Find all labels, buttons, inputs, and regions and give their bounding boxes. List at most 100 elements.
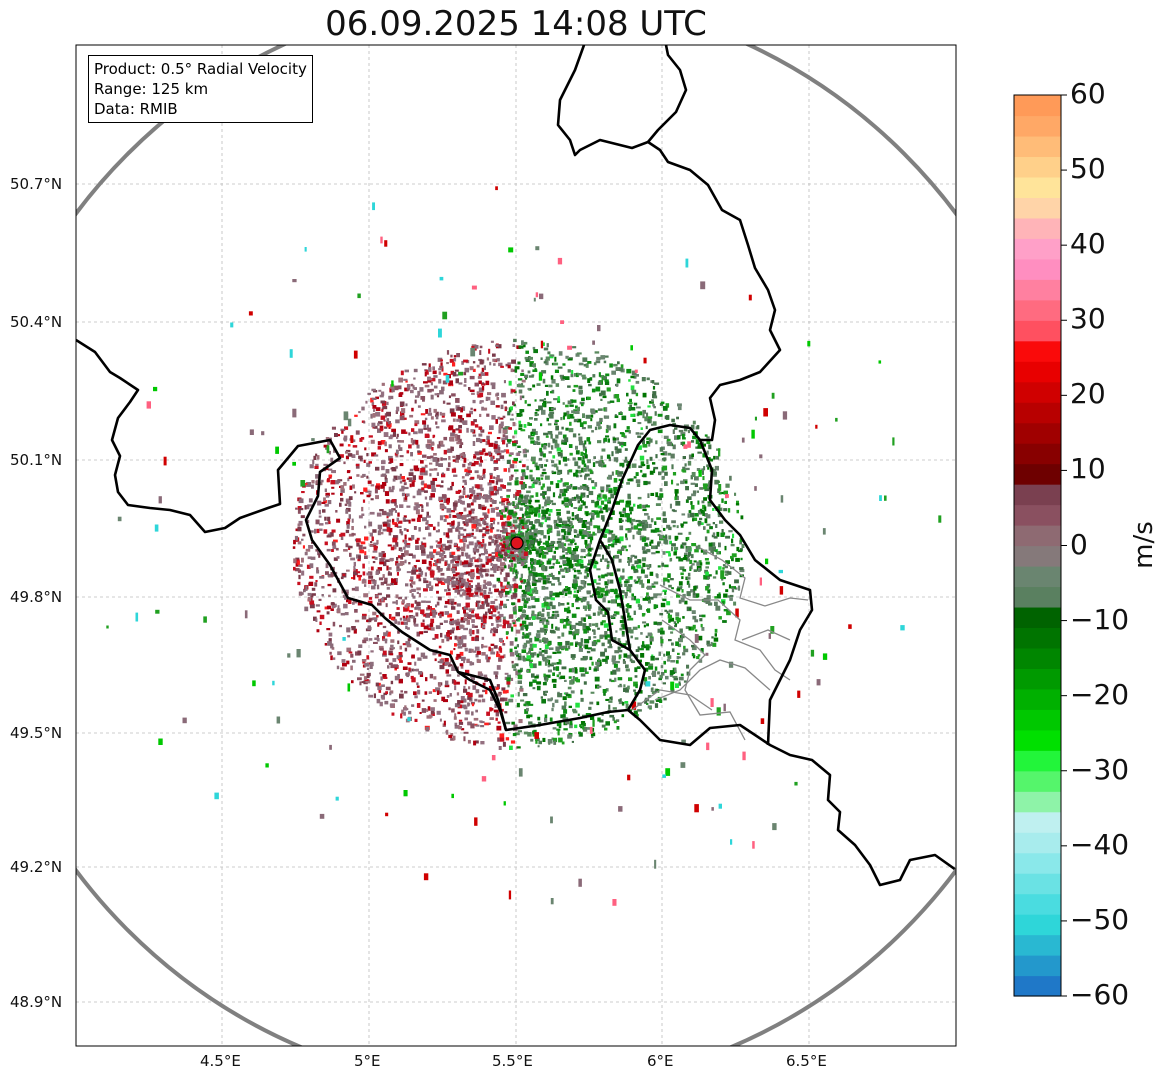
echo-pixel (604, 727, 608, 731)
echo-pixel (544, 518, 547, 523)
echo-pixel (654, 382, 660, 385)
echo-pixel (633, 570, 639, 573)
echo-pixel (426, 511, 429, 517)
echo-pixel (532, 583, 537, 586)
echo-pixel (584, 639, 590, 644)
echo-pixel (702, 453, 707, 458)
echo-pixel (477, 582, 480, 588)
echo-pixel (353, 566, 356, 569)
echo-pixel (498, 535, 501, 539)
echo-pixel (468, 387, 471, 391)
echo-pixel (474, 345, 479, 349)
echo-pixel (450, 354, 453, 358)
echo-pixel (384, 441, 387, 447)
echo-pixel (528, 505, 533, 508)
echo-pixel (575, 622, 579, 626)
echo-pixel (521, 469, 526, 473)
echo-pixel (503, 400, 507, 404)
echo-pixel (547, 669, 552, 673)
echo-pixel (479, 392, 484, 398)
echo-pixel (333, 557, 338, 561)
echo-pixel (584, 505, 588, 509)
echo-pixel (699, 522, 704, 525)
echo-pixel (469, 661, 473, 666)
echo-pixel (486, 602, 490, 607)
echo-pixel (450, 370, 454, 375)
echo-pixel (510, 677, 514, 681)
echo-pixel (458, 726, 462, 730)
echo-pixel (655, 657, 659, 661)
echo-pixel (650, 492, 655, 496)
echo-pixel (301, 491, 305, 494)
echo-pixel (471, 344, 477, 348)
echo-pixel (515, 629, 521, 634)
echo-pixel (633, 689, 636, 692)
echo-pixel (544, 637, 548, 643)
echo-pixel (309, 530, 314, 533)
echo-pixel (715, 570, 718, 575)
echo-pixel (628, 677, 633, 682)
echo-pixel (528, 512, 531, 515)
echo-pixel (600, 486, 605, 491)
echo-pixel (607, 634, 611, 638)
echo-pixel (409, 414, 414, 418)
echo-pixel (557, 469, 563, 475)
echo-pixel (392, 431, 396, 437)
echo-pixel (657, 593, 662, 596)
echo-pixel (397, 640, 400, 645)
echo-pixel (660, 672, 665, 676)
echo-pixel (393, 475, 398, 481)
echo-pixel (327, 641, 332, 646)
echo-pixel (470, 508, 475, 511)
echo-pixel (628, 379, 631, 382)
echo-pixel (574, 668, 578, 674)
echo-pixel (618, 701, 623, 705)
echo-pixel (592, 374, 596, 378)
echo-pixel (495, 477, 500, 480)
echo-pixel (389, 703, 394, 707)
echo-pixel (382, 482, 387, 487)
echo-pixel (647, 599, 651, 604)
echo-pixel (458, 382, 463, 385)
echo-pixel (388, 396, 391, 400)
echo-pixel (316, 567, 319, 573)
echo-pixel (711, 542, 716, 547)
echo-pixel (604, 498, 608, 502)
echo-pixel (367, 579, 372, 585)
echo-pixel (539, 621, 544, 624)
echo-pixel (463, 560, 469, 565)
echo-pixel (323, 463, 328, 466)
echo-pixel (677, 403, 682, 407)
echo-pixel (538, 504, 541, 510)
echo-pixel (306, 505, 310, 510)
echo-pixel (704, 434, 708, 437)
echo-pixel (655, 492, 659, 498)
echo-pixel (595, 360, 601, 364)
echo-pixel (507, 684, 510, 688)
echo-pixel (495, 686, 499, 690)
echo-pixel (541, 603, 546, 608)
echo-pixel (496, 358, 500, 362)
echo-pixel (647, 579, 650, 584)
echo-pixel (584, 440, 587, 445)
echo-pixel (484, 722, 490, 726)
echo-pixel (499, 501, 502, 504)
echo-pixel (539, 447, 543, 453)
echo-pixel (379, 558, 384, 563)
echo-pixel (417, 606, 421, 609)
echo-pixel (643, 480, 648, 486)
echo-pixel (435, 457, 440, 462)
echo-pixel (444, 684, 450, 688)
echo-pixel (382, 521, 387, 525)
echo-pixel (543, 601, 549, 607)
echo-pixel (473, 408, 477, 412)
echo-pixel (490, 456, 494, 462)
echo-pixel (468, 541, 474, 546)
echo-pixel (446, 467, 450, 471)
echo-pixel (523, 559, 528, 563)
echo-pixel (304, 606, 309, 612)
echo-pixel (518, 608, 522, 612)
echo-pixel (561, 632, 565, 637)
echo-pixel (517, 598, 521, 603)
echo-pixel (590, 414, 594, 418)
